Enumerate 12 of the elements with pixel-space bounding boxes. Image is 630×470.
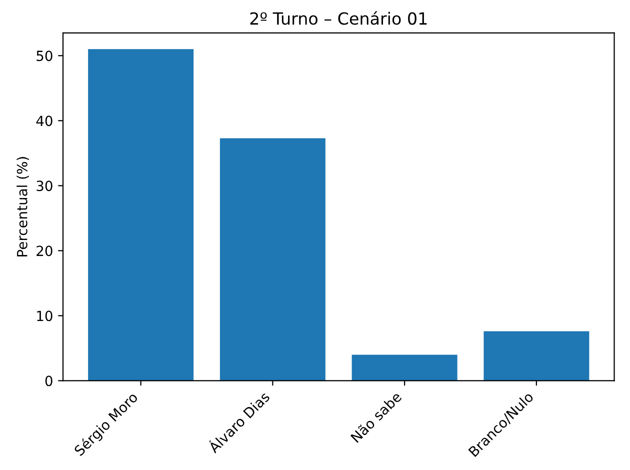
chart-title: 2º Turno – Cenário 01 <box>250 11 427 25</box>
y-tick-label: 20 <box>36 246 52 256</box>
bar <box>484 331 590 381</box>
y-axis-title: Percentual (%) <box>16 157 29 256</box>
y-tick-label: 10 <box>37 310 52 322</box>
bar <box>88 49 194 381</box>
y-tick-label: 0 <box>45 376 52 386</box>
y-tick-label: 50 <box>36 50 52 62</box>
bar <box>220 138 326 381</box>
bar <box>352 354 458 381</box>
y-tick-label: 30 <box>36 180 52 192</box>
y-tick-label: 40 <box>36 116 52 126</box>
